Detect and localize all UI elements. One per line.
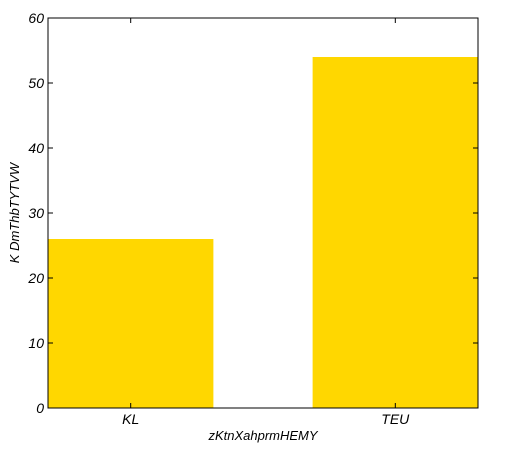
- bar-kl: [48, 239, 214, 408]
- bar-teu: [312, 57, 478, 408]
- y-tick-label: 30: [28, 205, 44, 221]
- y-tick-label: 10: [28, 335, 44, 351]
- x-axis-title: zKtnXahprmHEMY: [207, 428, 318, 443]
- y-tick-label: 60: [28, 10, 44, 26]
- bars-group: [48, 57, 478, 408]
- y-tick-label: 40: [28, 140, 44, 156]
- x-axis-ticks: KL TEU: [122, 18, 410, 427]
- y-axis-title: K DmThbTYTVW: [7, 161, 22, 263]
- y-tick-label: 50: [28, 75, 44, 91]
- x-tick-label: TEU: [381, 411, 410, 427]
- y-axis-ticks: 0 10 20 30 40 50 60: [27, 10, 478, 416]
- x-tick-label: KL: [122, 411, 139, 427]
- y-tick-label: 0: [36, 400, 44, 416]
- y-tick-label: 20: [27, 270, 44, 286]
